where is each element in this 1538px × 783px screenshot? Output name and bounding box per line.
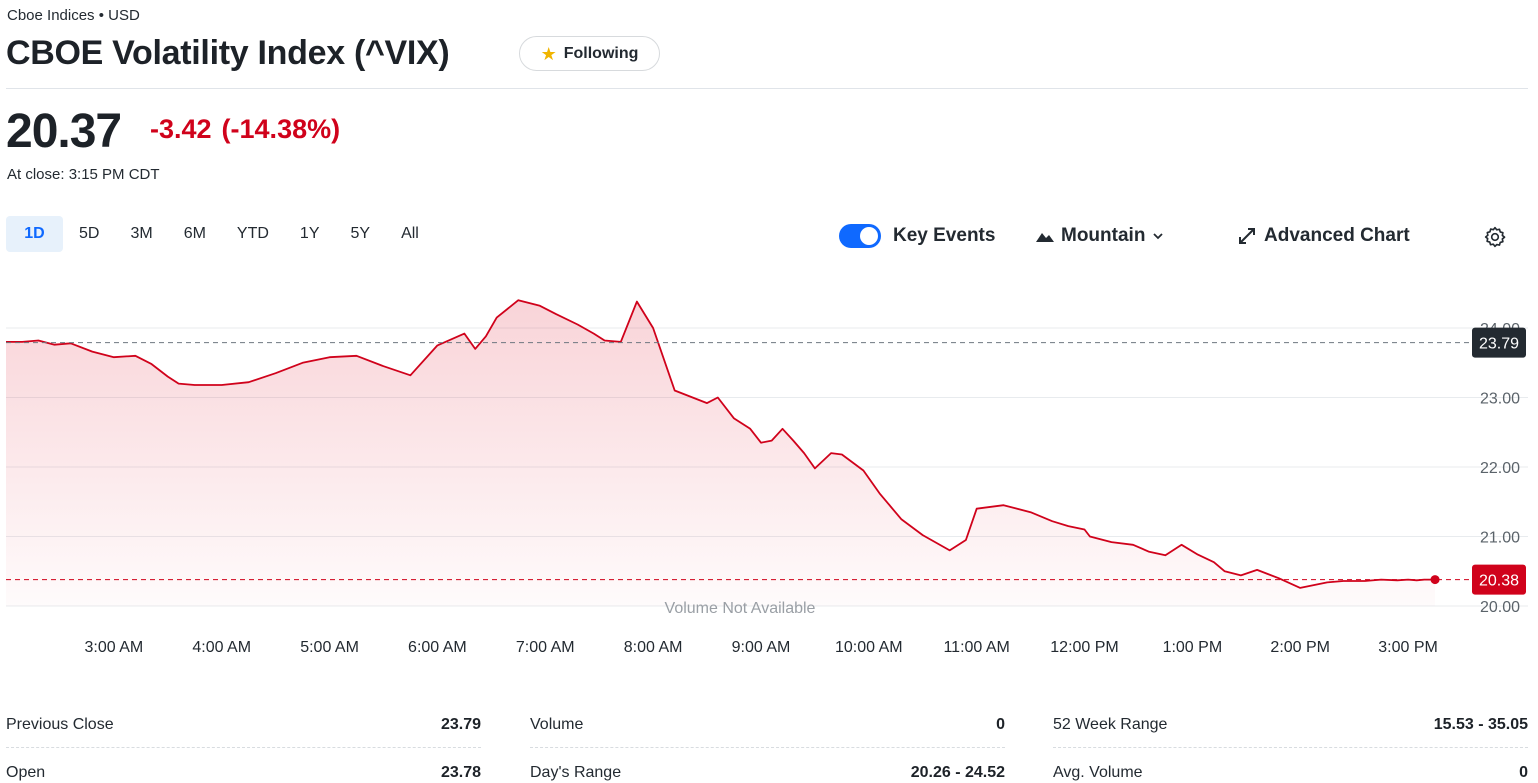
x-tick-label: 12:00 PM	[1050, 639, 1118, 656]
following-button[interactable]: ★ Following	[519, 36, 660, 71]
last-price-tag: 20.38	[1472, 564, 1526, 595]
x-tick-label: 6:00 AM	[408, 639, 467, 656]
current-price: 20.37	[6, 105, 122, 158]
toggle-knob	[860, 227, 878, 245]
stat-label: Open	[6, 763, 46, 781]
x-tick-label: 1:00 PM	[1163, 639, 1223, 656]
x-tick-label: 5:00 AM	[300, 639, 359, 656]
gear-icon[interactable]	[1484, 226, 1506, 248]
x-tick-label: 9:00 AM	[732, 639, 791, 656]
stat-row: 52 Week Range 15.53 - 35.05	[1053, 700, 1528, 748]
stat-label: Avg. Volume	[1053, 763, 1143, 781]
stat-label: 52 Week Range	[1053, 715, 1168, 733]
stat-value: 0	[996, 715, 1005, 733]
price-line	[6, 299, 1435, 589]
stat-value: 0	[1519, 763, 1528, 781]
y-tick-label: 20.00	[1480, 599, 1520, 616]
x-tick-label: 3:00 PM	[1378, 639, 1438, 656]
last-price-value: 20.38	[1479, 573, 1519, 590]
x-axis: 3:00 AM 4:00 AM 5:00 AM 6:00 AM 7:00 AM 8:00 …	[85, 639, 1438, 656]
range-1y[interactable]: 1Y	[299, 225, 320, 242]
y-tick-label: 21.00	[1480, 530, 1520, 547]
chart-type-label: Mountain	[1061, 225, 1146, 246]
range-ytd[interactable]: YTD	[236, 225, 269, 242]
y-tick-label: 23.00	[1480, 391, 1520, 408]
x-tick-label: 10:00 AM	[835, 639, 903, 656]
volume-note: Volume Not Available	[665, 600, 816, 617]
stat-value: 15.53 - 35.05	[1433, 715, 1528, 733]
x-tick-label: 11:00 AM	[943, 639, 1009, 656]
x-tick-label: 4:00 AM	[192, 639, 251, 656]
key-events-label: Key Events	[893, 225, 996, 246]
previous-close-tag: 23.79	[1472, 327, 1526, 358]
toggle-switch[interactable]	[839, 224, 881, 248]
range-3m[interactable]: 3M	[130, 225, 153, 242]
chart-type-dropdown[interactable]: Mountain	[1036, 225, 1164, 247]
stat-label: Day's Range	[530, 763, 622, 781]
x-tick-label: 8:00 AM	[624, 639, 683, 656]
expand-icon	[1239, 228, 1255, 244]
stat-row: Avg. Volume 0	[1053, 748, 1528, 783]
previous-close-tag-bg	[1472, 327, 1526, 358]
following-label: Following	[563, 44, 639, 62]
previous-close-value: 23.79	[1479, 336, 1519, 353]
mountain-icon	[1036, 233, 1054, 242]
close-time: At close: 3:15 PM CDT	[7, 166, 160, 183]
last-price-tag-bg	[1472, 564, 1526, 595]
stat-row: Open 23.78	[6, 748, 481, 783]
exchange-label: Cboe Indices • USD	[7, 7, 140, 24]
x-tick-label: 7:00 AM	[516, 639, 575, 656]
range-all[interactable]: All	[401, 225, 419, 242]
range-selector: 1D 5D 3M 6M YTD 1Y 5Y All	[6, 216, 435, 252]
range-5y[interactable]: 5Y	[350, 225, 371, 242]
stat-label: Previous Close	[6, 715, 114, 733]
stat-value: 23.79	[440, 715, 481, 733]
header-divider	[6, 88, 1528, 89]
advanced-chart-button[interactable]: Advanced Chart	[1238, 225, 1410, 247]
price-area	[6, 300, 1435, 606]
stats-column: Previous Close 23.79 Open 23.78	[6, 700, 481, 783]
advanced-chart-label: Advanced Chart	[1264, 225, 1410, 246]
stat-row: Volume 0	[530, 700, 1005, 748]
y-tick-label: 22.00	[1480, 460, 1520, 477]
stat-row: Previous Close 23.79	[6, 700, 481, 748]
stat-value: 23.78	[440, 763, 481, 781]
change-value: -3.42	[150, 114, 212, 144]
range-5d[interactable]: 5D	[79, 225, 100, 242]
page-title: CBOE Volatility Index (^VIX)	[6, 34, 450, 72]
stats-column: Volume 0 Day's Range 20.26 - 24.52	[530, 700, 1005, 783]
range-6m[interactable]: 6M	[183, 225, 206, 242]
stats-column: 52 Week Range 15.53 - 35.05 Avg. Volume 0	[1053, 700, 1528, 783]
change-percent: (-14.38%)	[221, 114, 341, 144]
key-events-toggle[interactable]: Key Events	[839, 224, 995, 248]
stat-value: 20.26 - 24.52	[910, 763, 1005, 781]
price-change: -3.42 (-14.38%)	[150, 114, 340, 145]
x-tick-label: 2:00 PM	[1270, 639, 1330, 656]
chevron-down-icon	[1153, 233, 1164, 240]
stat-row: Day's Range 20.26 - 24.52	[530, 748, 1005, 783]
last-price-dot	[1430, 575, 1440, 585]
x-tick-label: 3:00 AM	[85, 639, 144, 656]
range-1d[interactable]: 1D	[6, 216, 63, 252]
stat-label: Volume	[530, 715, 584, 733]
star-icon: ★	[540, 43, 557, 64]
